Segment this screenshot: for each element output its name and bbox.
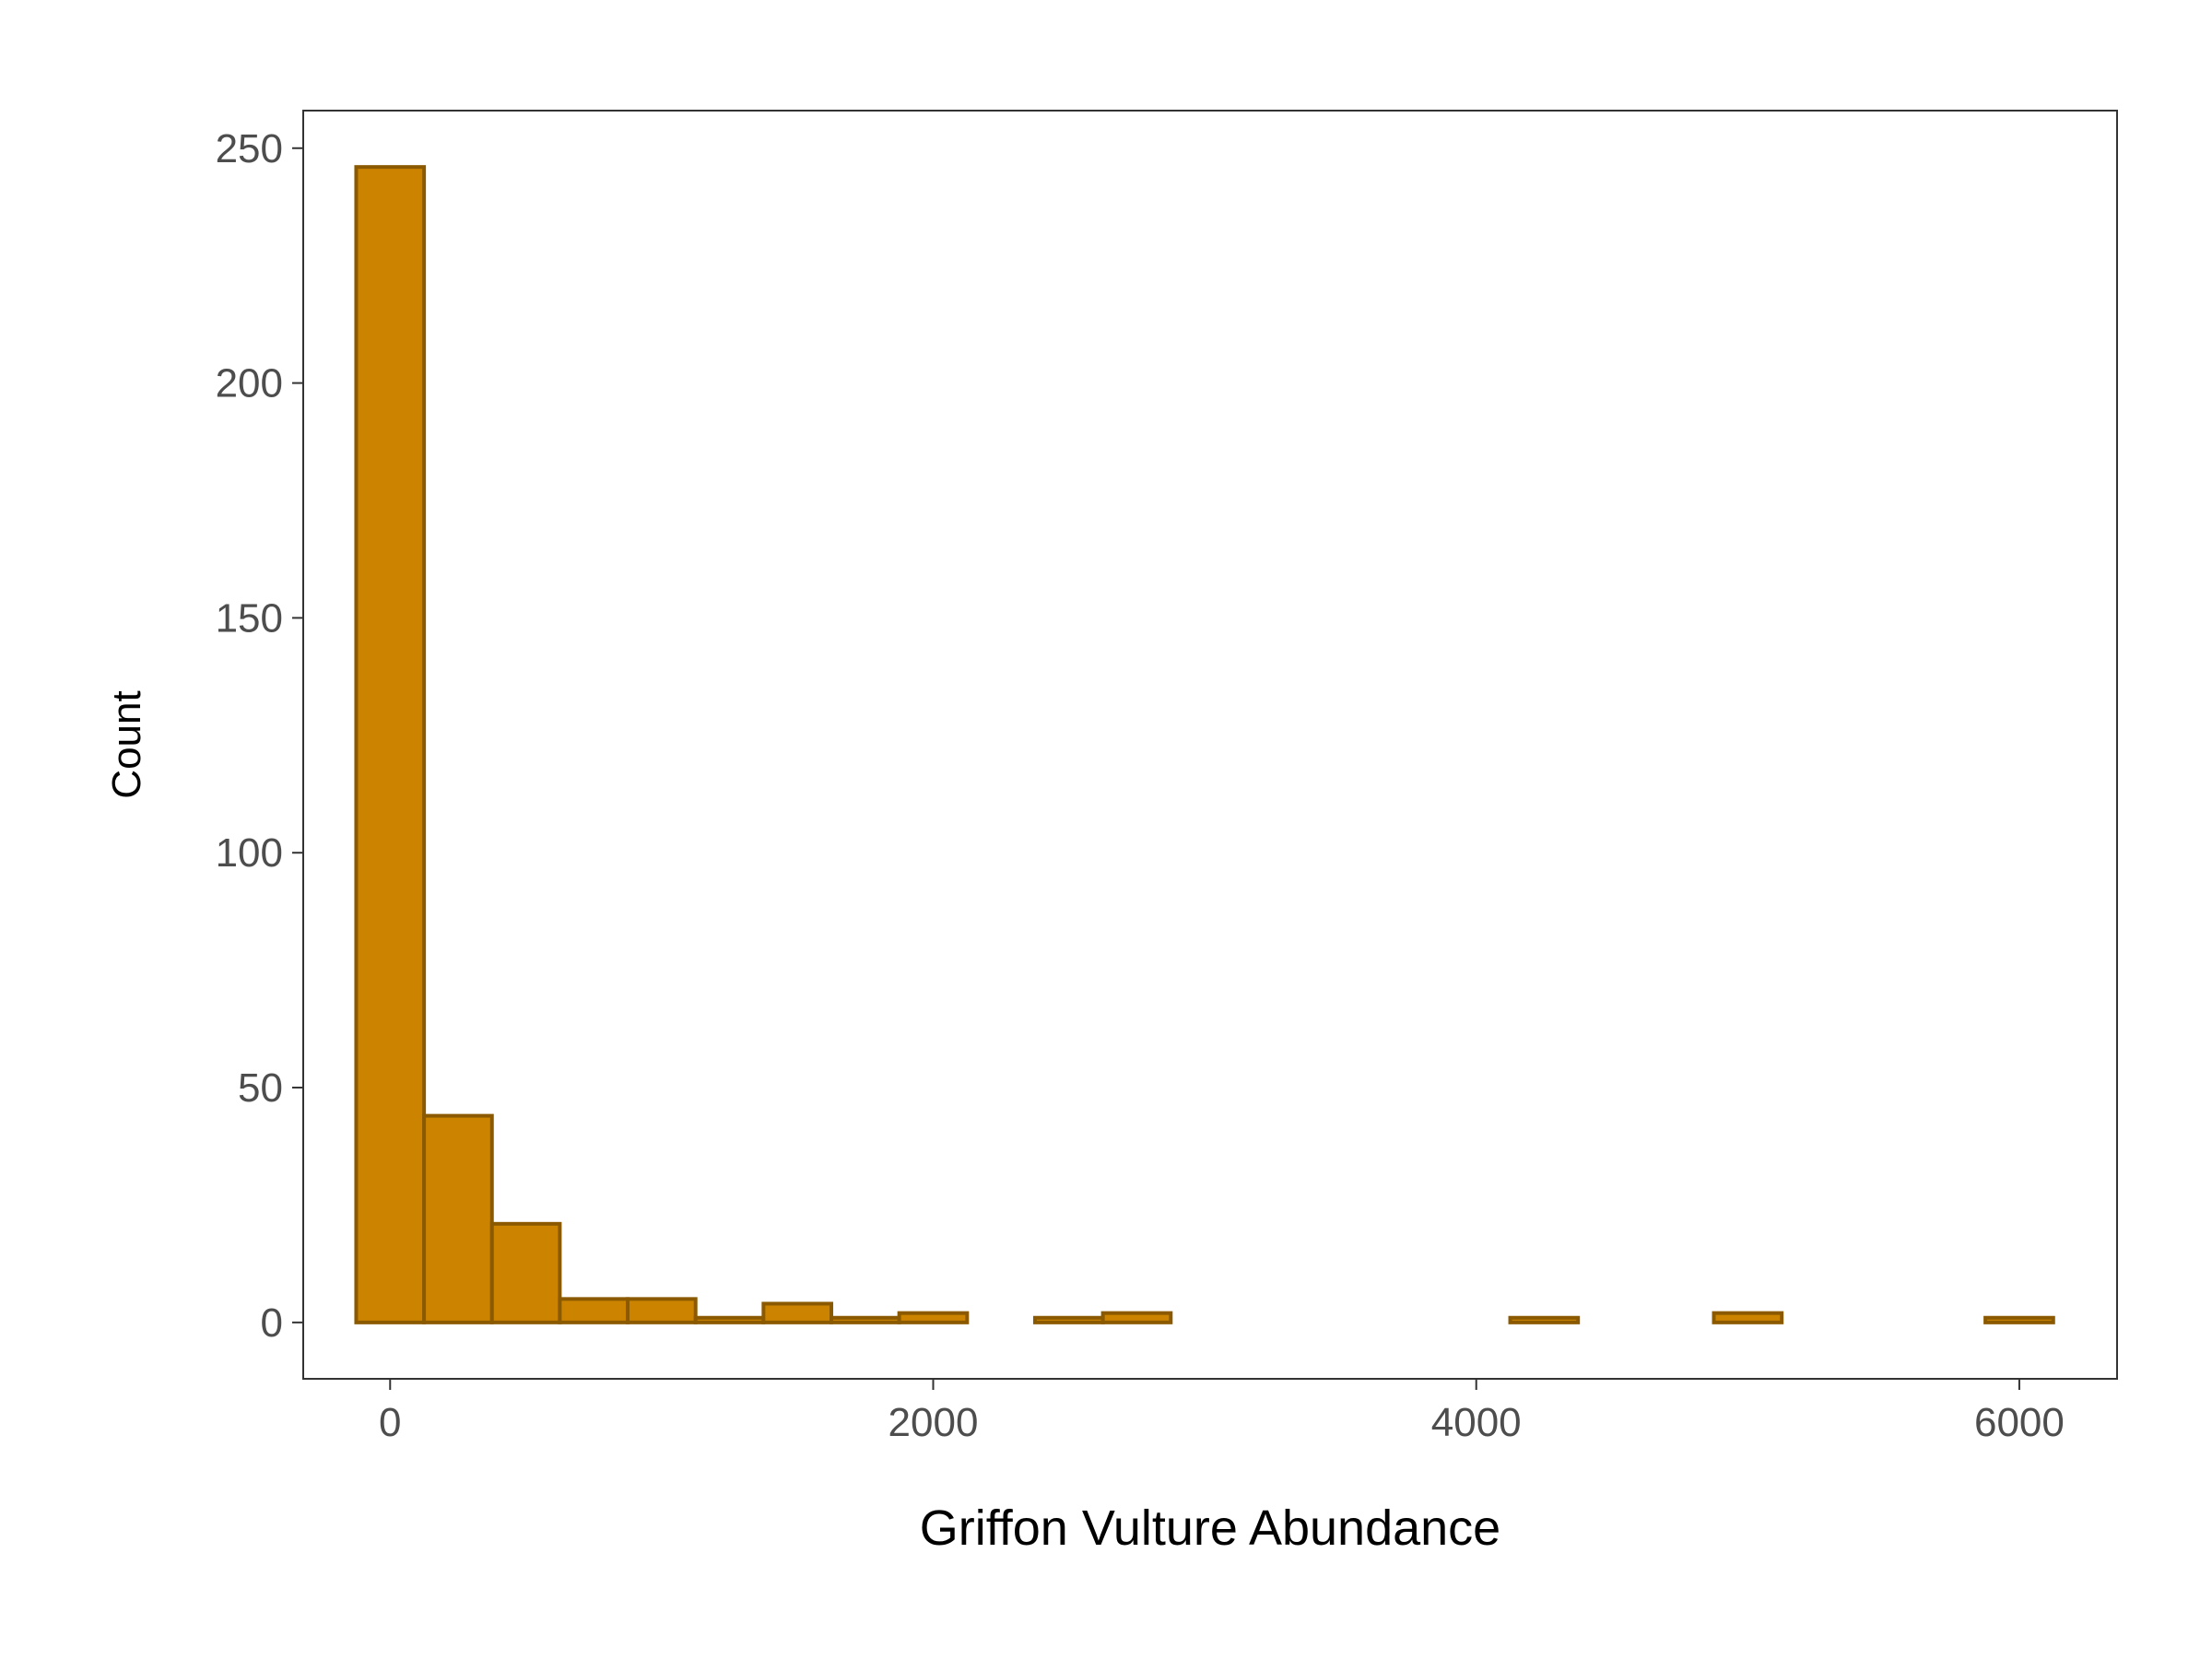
y-tick-label: 150 bbox=[216, 595, 283, 641]
histogram-bar bbox=[1983, 1315, 2055, 1324]
histogram-bar bbox=[489, 1221, 562, 1324]
y-axis: 0 50 100 150 200 250 bbox=[216, 126, 303, 1346]
x-tick-label: 2000 bbox=[888, 1400, 979, 1445]
x-tick-label: 0 bbox=[379, 1400, 401, 1445]
histogram-bar bbox=[761, 1301, 834, 1324]
y-tick-label: 50 bbox=[238, 1065, 283, 1111]
histogram-bar bbox=[897, 1311, 970, 1324]
y-tick-label: 0 bbox=[261, 1300, 283, 1346]
y-tick-label: 100 bbox=[216, 830, 283, 876]
y-tick-label: 250 bbox=[216, 126, 283, 171]
y-axis-title: Count bbox=[104, 690, 149, 798]
histogram-bar bbox=[354, 165, 427, 1324]
histogram-bars bbox=[354, 165, 2055, 1324]
x-tick-label: 4000 bbox=[1431, 1400, 1522, 1445]
histogram-bar bbox=[422, 1113, 494, 1324]
histogram-bar bbox=[1032, 1315, 1105, 1324]
histogram-bar bbox=[1508, 1315, 1581, 1324]
histogram-bar bbox=[830, 1315, 901, 1324]
x-axis-title: Griffon Vulture Abundance bbox=[920, 1500, 1500, 1556]
x-tick-label: 6000 bbox=[1974, 1400, 2065, 1445]
histogram-bar bbox=[1712, 1311, 1784, 1324]
histogram-bar bbox=[626, 1297, 698, 1324]
histogram-bar bbox=[558, 1297, 630, 1324]
histogram-bar bbox=[1100, 1311, 1173, 1324]
plot-panel-border bbox=[302, 110, 2118, 1380]
y-tick-label: 200 bbox=[216, 361, 283, 406]
x-axis: 0 2000 4000 6000 bbox=[379, 1379, 2065, 1445]
histogram-bar bbox=[693, 1315, 766, 1324]
